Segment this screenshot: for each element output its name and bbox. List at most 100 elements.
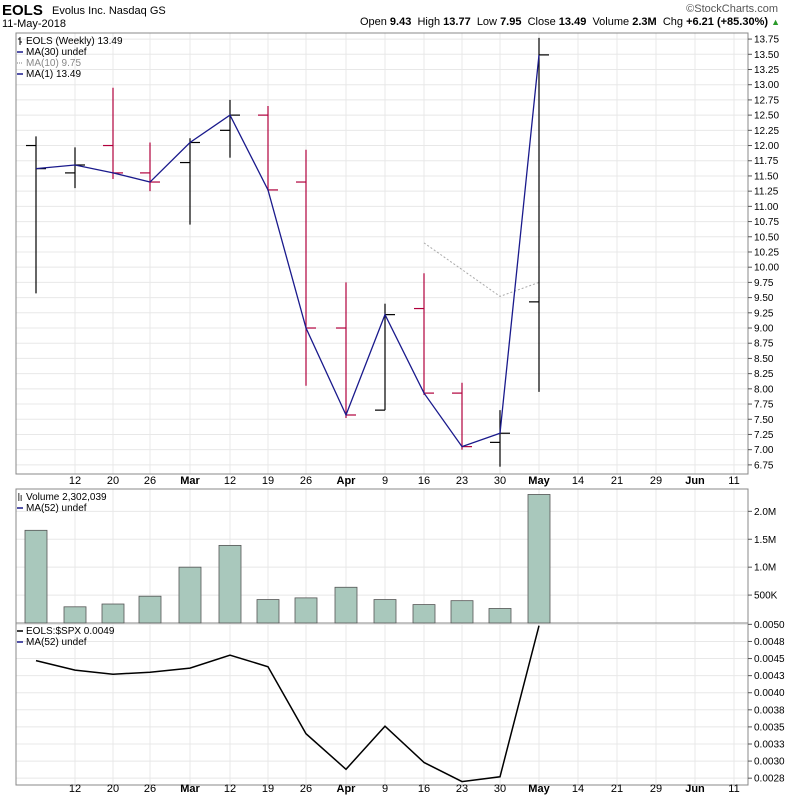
x-tick-label: May — [528, 475, 550, 487]
x-tick-label: 26 — [300, 783, 312, 795]
price-legend-entry: MA(10) 9.75 — [26, 58, 81, 69]
open-label: Open — [359, 16, 387, 28]
ratio-tick-label: 0.0033 — [754, 739, 785, 750]
volume-bar — [527, 494, 551, 624]
x-tick-label: 16 — [418, 475, 430, 487]
ratio-tick-label: 0.0028 — [754, 774, 785, 785]
x-tick-label: 23 — [456, 475, 468, 487]
price-legend-entry: MA(30) undef — [26, 47, 87, 58]
x-tick-label: 21 — [611, 783, 623, 795]
price-tick-label: 9.25 — [754, 308, 774, 319]
ohlc-bar — [65, 147, 85, 189]
x-tick-label: 26 — [144, 475, 156, 487]
volume-bar — [138, 595, 162, 624]
price-tick-label: 10.50 — [754, 232, 779, 243]
ohlc-summary: Open 9.43 High 13.77 Low 7.95 Close 13.4… — [360, 16, 780, 28]
x-tick-label: 30 — [494, 783, 506, 795]
ohlc-bar — [220, 99, 240, 158]
price-tick-label: 12.50 — [754, 111, 779, 122]
ohlc-bar — [414, 273, 434, 395]
ohlc-bar — [296, 149, 316, 386]
x-tick-label: 14 — [572, 783, 584, 795]
ohlc-bar — [180, 138, 200, 225]
price-tick-label: 7.00 — [754, 445, 774, 456]
ohlc-bar — [452, 382, 472, 450]
volume-bar — [178, 566, 202, 624]
x-tick-label: 21 — [611, 475, 623, 487]
x-tick-label: May — [528, 783, 550, 795]
price-tick-label: 9.50 — [754, 293, 774, 304]
ratio-legend-entry: MA(52) undef — [26, 637, 87, 648]
volume-tick-label: 2.0M — [754, 507, 776, 518]
change-up-arrow-icon: ▲ — [771, 17, 780, 27]
x-tick-label: Apr — [337, 475, 357, 487]
low-label: Low — [476, 16, 497, 28]
price-tick-label: 11.75 — [754, 156, 779, 167]
price-tick-label: 7.50 — [754, 415, 774, 426]
volume-legend-icon — [20, 495, 22, 501]
volume-tick-label: 500K — [754, 591, 778, 602]
volume-bar — [101, 603, 125, 624]
x-tick-label: 12 — [224, 783, 236, 795]
volume-tick-label: 1.5M — [754, 535, 776, 546]
volume-bar — [256, 599, 280, 624]
volume-bar — [450, 600, 474, 624]
high-value: 13.77 — [443, 16, 471, 28]
x-tick-label: 12 — [224, 475, 236, 487]
x-tick-label: 20 — [107, 475, 119, 487]
x-tick-label: 11 — [728, 475, 739, 487]
price-tick-label: 10.75 — [754, 217, 779, 228]
price-tick-label: 13.50 — [754, 50, 779, 61]
ohlc-bar — [336, 282, 356, 419]
volume-bar — [412, 604, 436, 624]
ohlc-bar — [529, 37, 549, 392]
open-value: 9.43 — [389, 16, 412, 28]
lower-panel-frame — [15, 488, 749, 786]
ohlc-bar — [375, 303, 395, 411]
price-tick-label: 11.50 — [754, 171, 779, 182]
ohlc-bar — [490, 410, 510, 467]
change-value: +6.21 (+85.30%) — [686, 16, 769, 28]
close-label: Close — [527, 16, 556, 28]
price-tick-label: 12.00 — [754, 141, 779, 152]
price-tick-label: 7.75 — [754, 400, 774, 411]
price-panel-frame — [15, 32, 749, 475]
volume-bar — [218, 544, 242, 624]
company-name: Evolus Inc. Nasdaq GS — [52, 5, 166, 17]
low-value: 7.95 — [500, 16, 522, 28]
ratio-tick-label: 0.0038 — [754, 705, 785, 716]
ratio-tick-label: 0.0045 — [754, 654, 785, 665]
volume-bar — [294, 597, 318, 624]
price-legend-entry: EOLS (Weekly) 13.49 — [26, 36, 123, 47]
ohlc-bar — [140, 142, 160, 192]
price-tick-label: 8.50 — [754, 354, 774, 365]
x-tick-label: 30 — [494, 475, 506, 487]
ma1-close-line — [35, 54, 540, 448]
price-tick-label: 7.25 — [754, 430, 774, 441]
price-tick-label: 11.25 — [754, 187, 779, 198]
close-value: 13.49 — [558, 16, 587, 28]
x-tick-label: Jun — [685, 783, 705, 795]
volume-bar — [373, 599, 397, 624]
x-tick-label: 23 — [456, 783, 468, 795]
ratio-tick-label: 0.0040 — [754, 688, 785, 699]
price-tick-label: 8.00 — [754, 384, 774, 395]
price-tick-label: 9.00 — [754, 324, 774, 335]
change-label: Chg — [662, 16, 683, 28]
x-tick-label: 26 — [144, 783, 156, 795]
volume-legend-entry: Volume 2,302,039 — [26, 492, 107, 503]
brand-link[interactable]: ©StockCharts.com — [686, 3, 778, 15]
volume-value: 2.3M — [632, 16, 657, 28]
ma10-line — [423, 242, 540, 297]
volume-tick-label: 1.0M — [754, 563, 776, 574]
symbol-title: EOLS — [2, 2, 43, 19]
price-tick-label: 9.75 — [754, 278, 774, 289]
price-tick-label: 10.25 — [754, 247, 779, 258]
ratio-tick-label: 0.0030 — [754, 757, 785, 768]
volume-bar — [24, 529, 48, 624]
x-tick-label: Jun — [685, 475, 705, 487]
price-tick-label: 6.75 — [754, 460, 774, 471]
high-label: High — [417, 16, 441, 28]
price-tick-label: 10.00 — [754, 263, 779, 274]
x-tick-label: 14 — [572, 475, 584, 487]
